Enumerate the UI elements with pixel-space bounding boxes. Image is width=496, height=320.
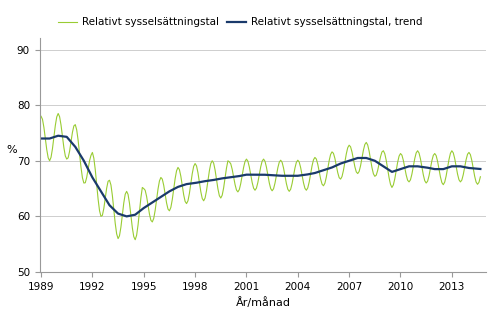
Relativt sysselsättningstal	[186, 192, 192, 196]
Relativt sysselsättningstal	[477, 175, 483, 179]
Y-axis label: %: %	[6, 145, 16, 155]
Relativt sysselsättningstal	[38, 114, 44, 118]
Relativt sysselsättningstal, trend	[124, 214, 129, 218]
Relativt sysselsättningstal, trend	[186, 182, 192, 186]
Legend: Relativt sysselsättningstal, Relativt sysselsättningstal, trend: Relativt sysselsättningstal, Relativt sy…	[54, 13, 427, 32]
Relativt sysselsättningstal, trend	[55, 134, 61, 138]
Line: Relativt sysselsättningstal, trend: Relativt sysselsättningstal, trend	[41, 136, 480, 216]
X-axis label: År/månad: År/månad	[236, 297, 290, 308]
Relativt sysselsättningstal	[40, 117, 46, 121]
Line: Relativt sysselsättningstal: Relativt sysselsättningstal	[41, 114, 480, 240]
Relativt sysselsättningstal, trend	[216, 177, 222, 181]
Relativt sysselsättningstal	[139, 186, 145, 189]
Relativt sysselsättningstal	[55, 112, 61, 116]
Relativt sysselsättningstal	[216, 194, 222, 198]
Relativt sysselsättningstal	[87, 159, 93, 163]
Relativt sysselsättningstal, trend	[38, 137, 44, 140]
Relativt sysselsättningstal	[259, 159, 265, 163]
Relativt sysselsättningstal, trend	[139, 207, 145, 211]
Relativt sysselsättningstal	[132, 238, 138, 242]
Relativt sysselsättningstal, trend	[87, 170, 93, 174]
Relativt sysselsättningstal, trend	[40, 137, 46, 140]
Relativt sysselsättningstal, trend	[259, 173, 265, 177]
Relativt sysselsättningstal, trend	[477, 167, 483, 171]
